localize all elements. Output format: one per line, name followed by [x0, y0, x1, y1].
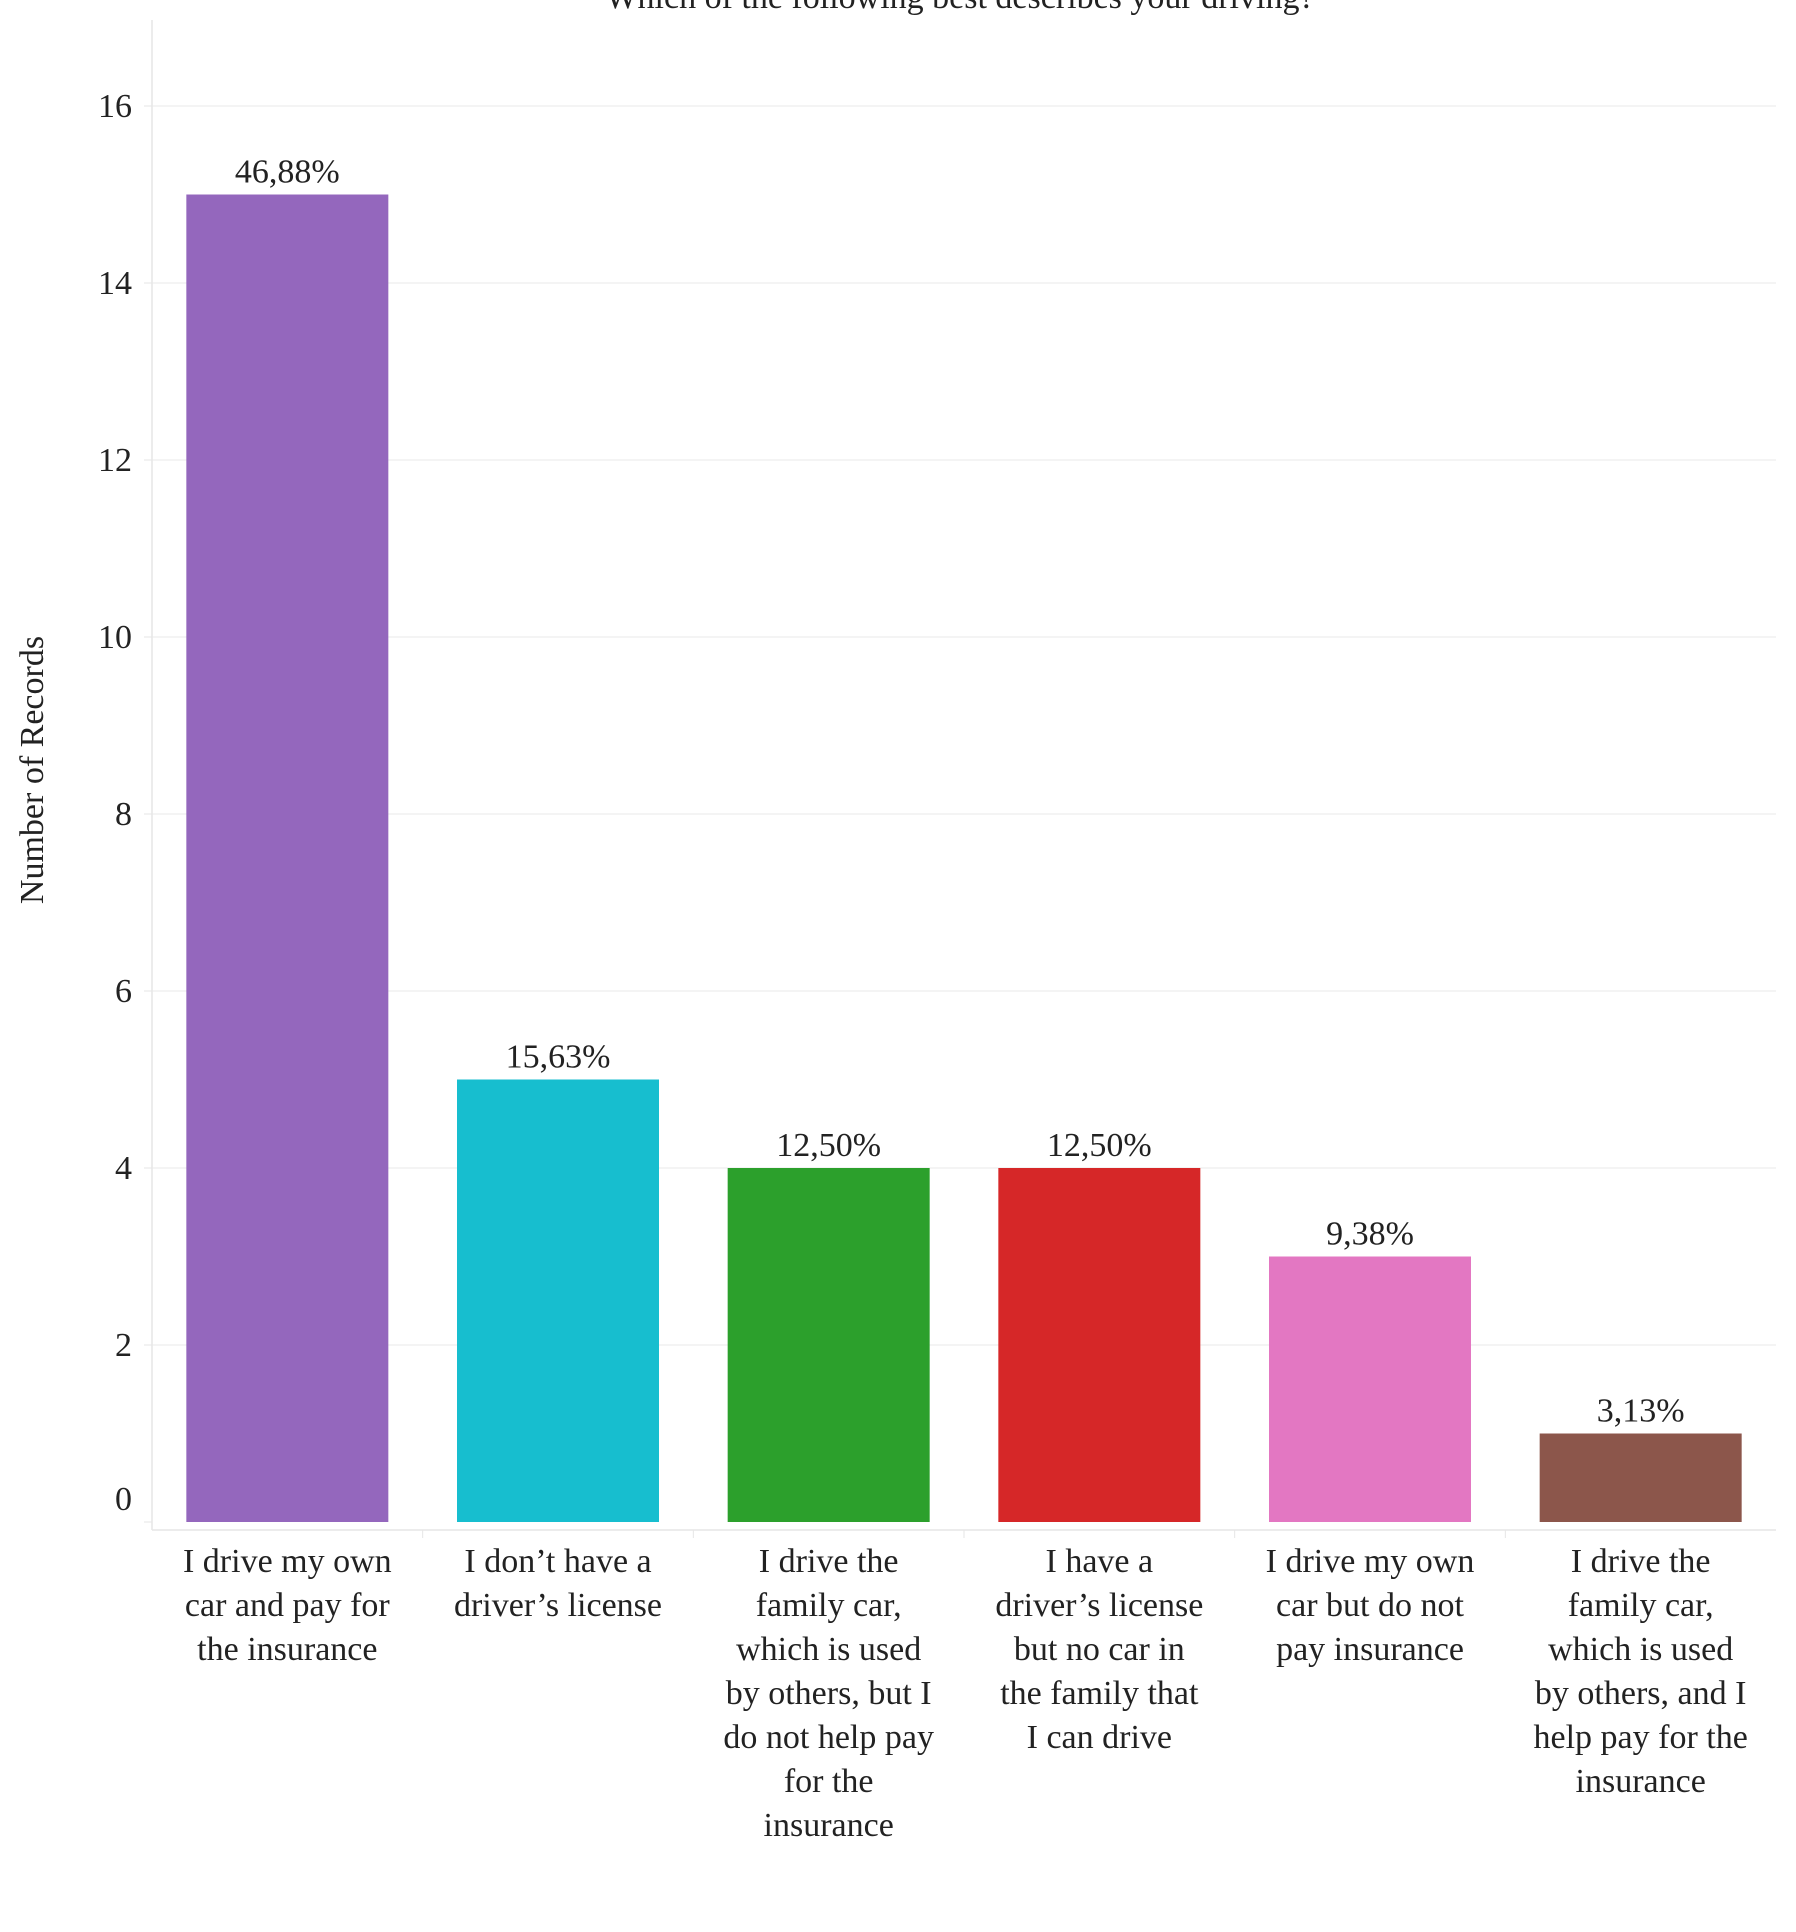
- x-tick-label-line: I don’t have a: [464, 1543, 651, 1580]
- x-tick-label-line: which is used: [1548, 1631, 1733, 1668]
- y-tick-label: 8: [115, 796, 132, 833]
- x-tick-label-line: by others, and I: [1535, 1675, 1747, 1712]
- x-tick-label: I drive the family car, which is used by ot…: [723, 1543, 934, 1844]
- y-tick-label: 14: [98, 265, 132, 302]
- x-tick-label-line: by others, but I: [726, 1675, 932, 1712]
- x-tick-label: I drive my own car but do not pay insuranc…: [1266, 1543, 1475, 1668]
- gridlines: [152, 105, 1776, 1346]
- x-tick-label-line: I drive my own: [1266, 1543, 1475, 1580]
- y-tick-label: 6: [115, 973, 132, 1010]
- x-axis: I drive my own car and pay for the insuran…: [152, 1529, 1776, 1844]
- x-tick-label-line: family car,: [756, 1587, 902, 1624]
- x-tick-label-line: I drive my own: [183, 1543, 392, 1580]
- x-tick-label-line: insurance: [1576, 1763, 1706, 1800]
- bar: [457, 1079, 659, 1522]
- bar-data-label: 12,50%: [1047, 1127, 1152, 1164]
- x-tick-label-line: car and pay for: [185, 1587, 391, 1624]
- x-tick-label-line: insurance: [764, 1807, 894, 1844]
- x-tick-label-line: I drive the: [1571, 1543, 1711, 1580]
- y-tick-label: 2: [115, 1327, 132, 1364]
- x-tick-label-line: which is used: [736, 1631, 921, 1668]
- data-labels: 46,88% 15,63% 12,50% 12,50% 9,38% 3,13%: [235, 154, 1685, 1430]
- bar: [1269, 1256, 1471, 1522]
- bar: [1539, 1433, 1742, 1522]
- x-tick-label-line: I can drive: [1027, 1719, 1172, 1756]
- x-tick-label-line: driver’s license: [454, 1587, 662, 1624]
- x-tick-label: I drive my own car and pay for the insuran…: [183, 1543, 392, 1668]
- y-axis: 0 2 4 6 8 10 12 14 16: [98, 20, 153, 1530]
- y-axis-title: Number of Records: [14, 636, 51, 904]
- x-tick-label-line: I drive the: [759, 1543, 899, 1580]
- x-tick-label: I drive the family car, which is used by ot…: [1534, 1543, 1748, 1800]
- x-tick-label-line: do not help pay: [723, 1719, 934, 1756]
- x-tick-label: I have a driver’s license but no car in the…: [995, 1543, 1203, 1756]
- x-tick-label-line: the family that: [1000, 1675, 1199, 1712]
- x-tick-label-line: the insurance: [197, 1631, 377, 1668]
- x-tick-label-line: driver’s license: [995, 1587, 1203, 1624]
- bar-data-label: 12,50%: [776, 1127, 881, 1164]
- y-tick-label: 4: [115, 1150, 132, 1187]
- y-tick-label: 0: [115, 1481, 132, 1518]
- bar: [727, 1168, 930, 1522]
- bar-data-label: 46,88%: [235, 154, 340, 191]
- y-tick-label: 16: [98, 88, 132, 125]
- x-tick-label: I don’t have a driver’s license: [454, 1543, 662, 1624]
- bar-data-label: 15,63%: [506, 1039, 611, 1076]
- bar-data-label: 3,13%: [1597, 1393, 1685, 1430]
- y-tick-label: 12: [98, 442, 132, 479]
- x-tick-label-line: car but do not: [1276, 1587, 1464, 1624]
- bars: [186, 194, 1742, 1522]
- x-tick-label-line: help pay for the: [1534, 1719, 1748, 1756]
- bar: [998, 1168, 1201, 1522]
- y-tick-label: 10: [98, 619, 132, 656]
- x-tick-label-line: but no car in: [1014, 1631, 1185, 1668]
- x-tick-label-line: family car,: [1568, 1587, 1714, 1624]
- x-tick-label-line: pay insurance: [1276, 1631, 1464, 1668]
- x-tick-label-line: for the: [784, 1763, 874, 1800]
- bar: [186, 194, 389, 1522]
- bar-data-label: 9,38%: [1326, 1216, 1414, 1253]
- chart-title: Which of the following best describes yo…: [605, 0, 1314, 16]
- x-tick-label-line: I have a: [1046, 1543, 1154, 1580]
